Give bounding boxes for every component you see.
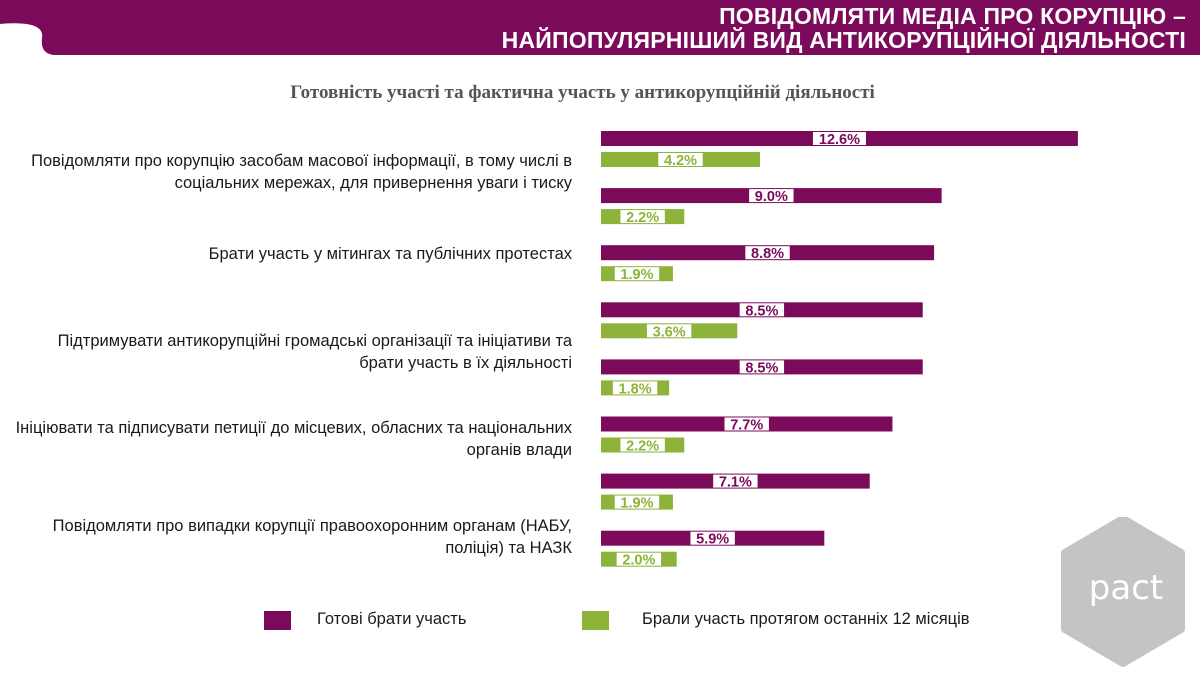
chart-title: Готовність участі та фактична участь у а…	[290, 82, 875, 103]
header-banner	[0, 0, 1200, 55]
data-label-participated-1: 2.2%	[626, 210, 659, 226]
data-label-bg-participated-3	[646, 324, 692, 338]
data-label-ready-4: 8.5%	[745, 360, 778, 376]
category-label-law-enforcement: Повідомляти про випадки корупції правоох…	[52, 517, 572, 557]
data-label-participated-2: 1.9%	[620, 267, 653, 283]
legend-label-participated: Брали участь протягом останніх 12 місяці…	[642, 610, 970, 628]
header-banner-shape	[0, 0, 1200, 55]
data-label-ready-5: 7.7%	[730, 418, 763, 434]
data-label-bg-ready-5	[724, 417, 769, 431]
data-label-bg-participated-5	[620, 438, 665, 452]
data-label-bg-participated-2	[614, 267, 660, 281]
category-label-media: Повідомляти про корупцію засобам масової…	[31, 152, 572, 192]
data-label-ready-7: 5.9%	[696, 532, 729, 548]
data-label-bg-participated-7	[616, 552, 662, 566]
data-label-bg-ready-4	[739, 360, 785, 374]
legend-label-ready: Готові брати участь	[317, 610, 467, 628]
legend-swatch-participated	[582, 611, 609, 630]
pact-logo-text: pact	[1089, 568, 1163, 608]
data-label-bg-participated-0	[658, 153, 703, 166]
category-label-ngo-support: Підтримувати антикорупційні громадські о…	[57, 332, 572, 372]
legend-swatch-ready	[264, 611, 291, 630]
data-label-bg-ready-3	[739, 303, 785, 317]
data-label-ready-6: 7.1%	[719, 475, 752, 491]
data-label-participated-7: 2.0%	[622, 553, 655, 569]
data-label-bg-ready-1	[749, 189, 794, 203]
pact-logo: pact	[1061, 517, 1185, 667]
data-label-bg-participated-1	[620, 210, 665, 224]
data-label-bg-ready-0	[812, 132, 866, 145]
data-label-ready-2: 8.8%	[751, 246, 784, 262]
data-label-participated-3: 3.6%	[653, 324, 686, 340]
data-label-bg-ready-7	[690, 531, 735, 545]
header-title-line-1: ПОВІДОМЛЯТИ МЕДІА ПРО КОРУПЦІЮ –	[719, 3, 1186, 29]
category-label-protests: Брати участь у мітингах та публічних про…	[208, 245, 572, 263]
data-label-ready-3: 8.5%	[745, 303, 778, 319]
category-label-petitions: Ініціювати та підписувати петиції до міс…	[15, 419, 572, 459]
data-label-participated-0: 4.2%	[664, 153, 697, 169]
header-title-line-2: НАЙПОПУЛЯРНІШИЙ ВИД АНТИКОРУПЦІЙНОЇ ДІЯЛ…	[501, 27, 1186, 53]
data-label-ready-1: 9.0%	[755, 189, 788, 205]
data-label-bg-ready-6	[713, 474, 758, 488]
data-label-participated-5: 2.2%	[626, 439, 659, 455]
data-label-bg-participated-4	[612, 381, 658, 395]
data-label-bg-ready-2	[745, 246, 790, 260]
pact-logo-hexagon	[1061, 517, 1185, 667]
data-label-bg-participated-6	[614, 495, 660, 509]
data-label-participated-6: 1.9%	[620, 496, 653, 512]
data-label-ready-0: 12.6%	[819, 132, 860, 148]
data-label-participated-4: 1.8%	[619, 381, 652, 397]
